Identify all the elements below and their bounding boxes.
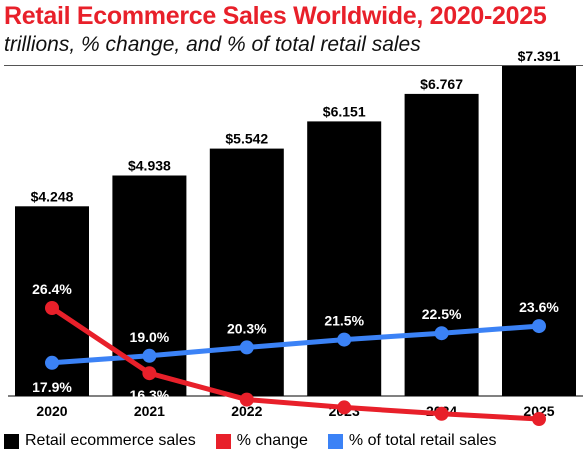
point-change	[239, 392, 254, 407]
x-tick-label: 2025	[523, 403, 554, 419]
chart-area: $4.2482020$4.9382021$5.5422022$6.1512023…	[8, 48, 583, 430]
bar-value-label: $4.248	[31, 188, 74, 204]
chart-legend: Retail ecommerce sales % change % of tot…	[4, 430, 517, 452]
bar-2023	[307, 121, 382, 397]
point-share	[434, 326, 449, 341]
change-point-label: 11.0%	[325, 421, 364, 430]
share-point-label: 23.6%	[519, 299, 559, 315]
change-point-label: 10.0%	[422, 428, 462, 430]
legend-item-share: % of total retail sales	[327, 432, 497, 450]
bar-value-label: $5.542	[225, 131, 268, 147]
change-point-label: 16.3%	[130, 387, 170, 403]
x-tick-label: 2020	[36, 403, 67, 419]
legend-swatch-share	[327, 433, 343, 449]
bar-2024	[404, 93, 479, 397]
point-share	[532, 319, 546, 334]
legend-label-share: % of total retail sales	[348, 432, 497, 449]
point-share	[142, 348, 157, 363]
chart-subtitle: trillions, % change, and % of total reta…	[4, 33, 421, 56]
share-point-label: 17.9%	[32, 379, 72, 395]
bar-value-label: $7.391	[518, 48, 561, 64]
x-tick-label: 2022	[231, 403, 262, 419]
share-point-label: 21.5%	[324, 313, 364, 329]
point-change	[142, 366, 157, 381]
point-share	[45, 355, 59, 370]
bar-value-label: $6.767	[420, 76, 463, 92]
legend-label-change: % change	[236, 432, 308, 449]
bar-2025	[502, 66, 576, 396]
bar-value-label: $6.151	[323, 103, 366, 119]
x-tick-label: 2021	[134, 403, 165, 419]
change-point-label: 12.2%	[227, 414, 267, 430]
line-share	[49, 323, 542, 366]
share-point-label: 22.5%	[422, 306, 462, 322]
legend-swatch-change	[215, 433, 231, 449]
point-change	[45, 301, 59, 315]
change-point-label: 26.4%	[32, 281, 72, 297]
point-change	[532, 412, 546, 426]
bar-2021	[112, 175, 187, 396]
legend-item-sales: Retail ecommerce sales	[4, 432, 196, 450]
point-change	[434, 406, 449, 421]
bar-2022	[209, 148, 284, 396]
point-change	[337, 400, 352, 415]
point-share	[337, 332, 352, 347]
share-point-label: 20.3%	[227, 320, 267, 336]
point-share	[239, 340, 254, 355]
legend-label-sales: Retail ecommerce sales	[25, 432, 196, 449]
legend-swatch-sales	[4, 433, 19, 449]
legend-item-change: % change	[215, 432, 308, 450]
title-divider	[4, 65, 583, 66]
bar-value-label: $4.938	[128, 158, 171, 174]
chart-title: Retail Ecommerce Sales Worldwide, 2020-2…	[4, 2, 547, 30]
share-point-label: 19.0%	[130, 329, 170, 345]
line-change	[49, 305, 542, 422]
